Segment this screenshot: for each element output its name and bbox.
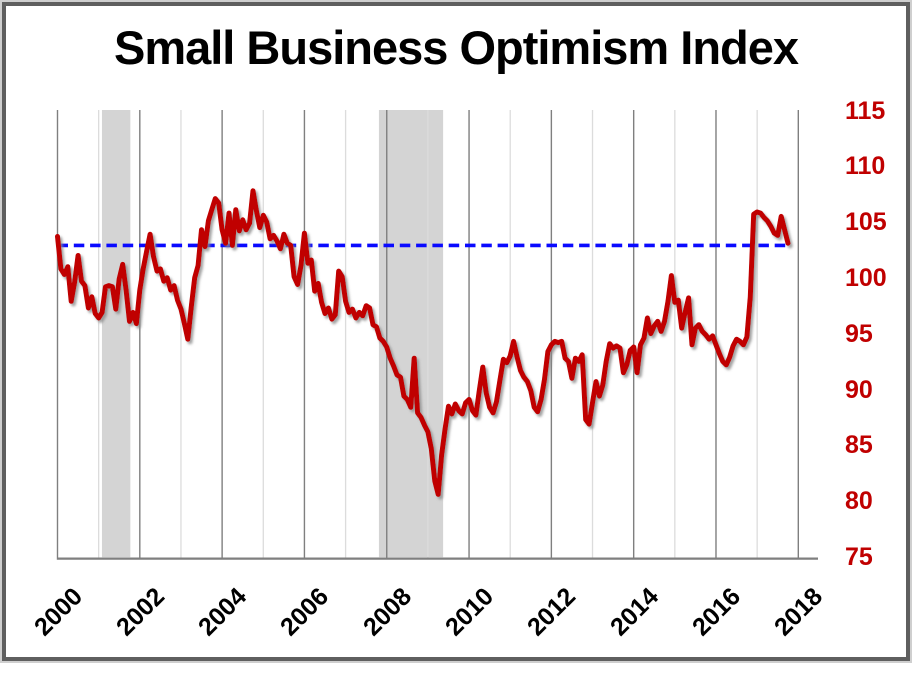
recession-band bbox=[378, 110, 444, 558]
y-tick-label-105: 105 bbox=[845, 208, 887, 237]
y-tick-label-90: 90 bbox=[845, 375, 873, 404]
y-tick-label-110: 110 bbox=[845, 152, 886, 181]
y-tick-label-85: 85 bbox=[845, 431, 873, 460]
y-tick-label-95: 95 bbox=[845, 319, 873, 348]
y-tick-label-80: 80 bbox=[845, 487, 873, 516]
y-tick-label-115: 115 bbox=[845, 96, 886, 125]
plot-area bbox=[55, 110, 818, 560]
y-tick-label-100: 100 bbox=[845, 263, 887, 292]
recession-band bbox=[101, 110, 131, 558]
y-tick-label-75: 75 bbox=[845, 543, 873, 571]
chart-title: Small Business Optimism Index bbox=[113, 21, 799, 74]
optimism-line bbox=[55, 188, 791, 497]
